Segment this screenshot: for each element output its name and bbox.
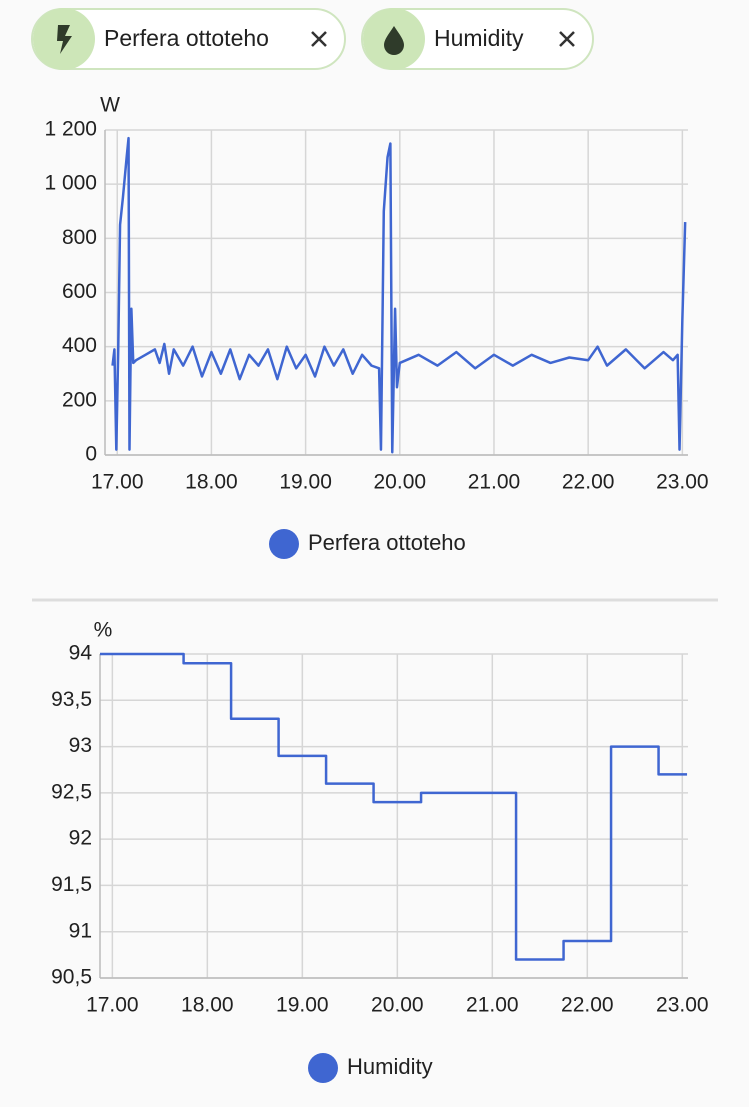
legend-swatch [269,529,299,559]
close-icon[interactable] [311,31,327,47]
legend-label[interactable]: Perfera ottoteho [308,530,466,555]
y-tick-label: 93,5 [51,688,92,711]
chip[interactable]: Humidity [361,8,594,70]
x-tick-label: 22.00 [561,994,614,1017]
y-tick-label: 1 000 [44,172,97,195]
y-tick-label: 800 [62,226,97,249]
x-tick-label: 18.00 [185,471,238,494]
y-tick-label: 90,5 [51,966,92,989]
x-tick-label: 19.00 [276,994,329,1017]
y-tick-label: 93 [69,734,92,757]
y-tick-label: 1 200 [44,118,97,141]
chip[interactable]: Perfera ottoteho [31,8,346,70]
y-tick-label: 92 [69,827,92,850]
x-tick-label: 21.00 [468,471,521,494]
legend-label[interactable]: Humidity [347,1054,433,1079]
x-tick-label: 22.00 [562,471,615,494]
data-line [100,652,688,961]
x-tick-label: 23.00 [656,994,709,1017]
chip-label: Humidity [434,25,524,51]
y-tick-label: 94 [69,642,93,665]
legend-swatch [308,1053,338,1083]
bolt-icon [57,25,72,54]
close-icon[interactable] [559,31,575,47]
x-tick-label: 21.00 [466,994,519,1017]
y-tick-label: 91,5 [51,873,92,896]
y-tick-label: 0 [85,443,97,466]
x-tick-label: 18.00 [181,994,234,1017]
drop-icon [384,26,404,55]
x-tick-label: 20.00 [374,471,427,494]
x-tick-label: 17.00 [91,471,144,494]
x-tick-label: 17.00 [86,994,139,1017]
y-tick-label: 92,5 [51,780,92,803]
y-axis-unit: % [94,619,113,642]
x-tick-label: 19.00 [279,471,332,494]
x-tick-label: 20.00 [371,994,424,1017]
x-tick-label: 23.00 [656,471,709,494]
y-tick-label: 200 [62,388,97,411]
chip-label: Perfera ottoteho [104,25,269,51]
chip-body [31,8,346,70]
y-tick-label: 91 [69,919,92,942]
y-axis-unit: W [100,94,120,117]
y-tick-label: 400 [62,334,97,357]
y-tick-label: 600 [62,280,97,303]
data-line [111,136,687,454]
